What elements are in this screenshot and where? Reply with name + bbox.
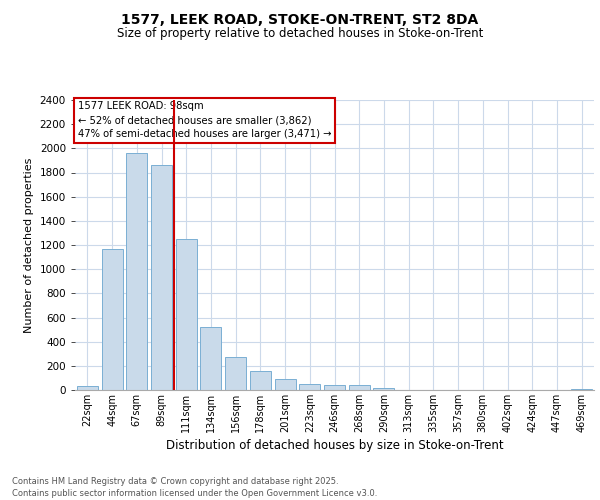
Text: 1577 LEEK ROAD: 98sqm
← 52% of detached houses are smaller (3,862)
47% of semi-d: 1577 LEEK ROAD: 98sqm ← 52% of detached …	[77, 102, 331, 140]
X-axis label: Distribution of detached houses by size in Stoke-on-Trent: Distribution of detached houses by size …	[166, 439, 503, 452]
Bar	[299, 384, 320, 390]
Bar	[275, 379, 296, 390]
Bar	[126, 153, 147, 390]
Text: Contains HM Land Registry data © Crown copyright and database right 2025.
Contai: Contains HM Land Registry data © Crown c…	[12, 476, 377, 498]
Text: 1577, LEEK ROAD, STOKE-ON-TRENT, ST2 8DA: 1577, LEEK ROAD, STOKE-ON-TRENT, ST2 8DA	[121, 12, 479, 26]
Bar	[324, 385, 345, 390]
Bar	[373, 388, 394, 390]
Bar	[250, 372, 271, 390]
Bar	[176, 239, 197, 390]
Bar	[349, 385, 370, 390]
Bar	[101, 248, 122, 390]
Bar	[200, 327, 221, 390]
Bar	[77, 386, 98, 390]
Y-axis label: Number of detached properties: Number of detached properties	[24, 158, 34, 332]
Bar	[151, 165, 172, 390]
Bar	[225, 357, 246, 390]
Text: Size of property relative to detached houses in Stoke-on-Trent: Size of property relative to detached ho…	[117, 28, 483, 40]
